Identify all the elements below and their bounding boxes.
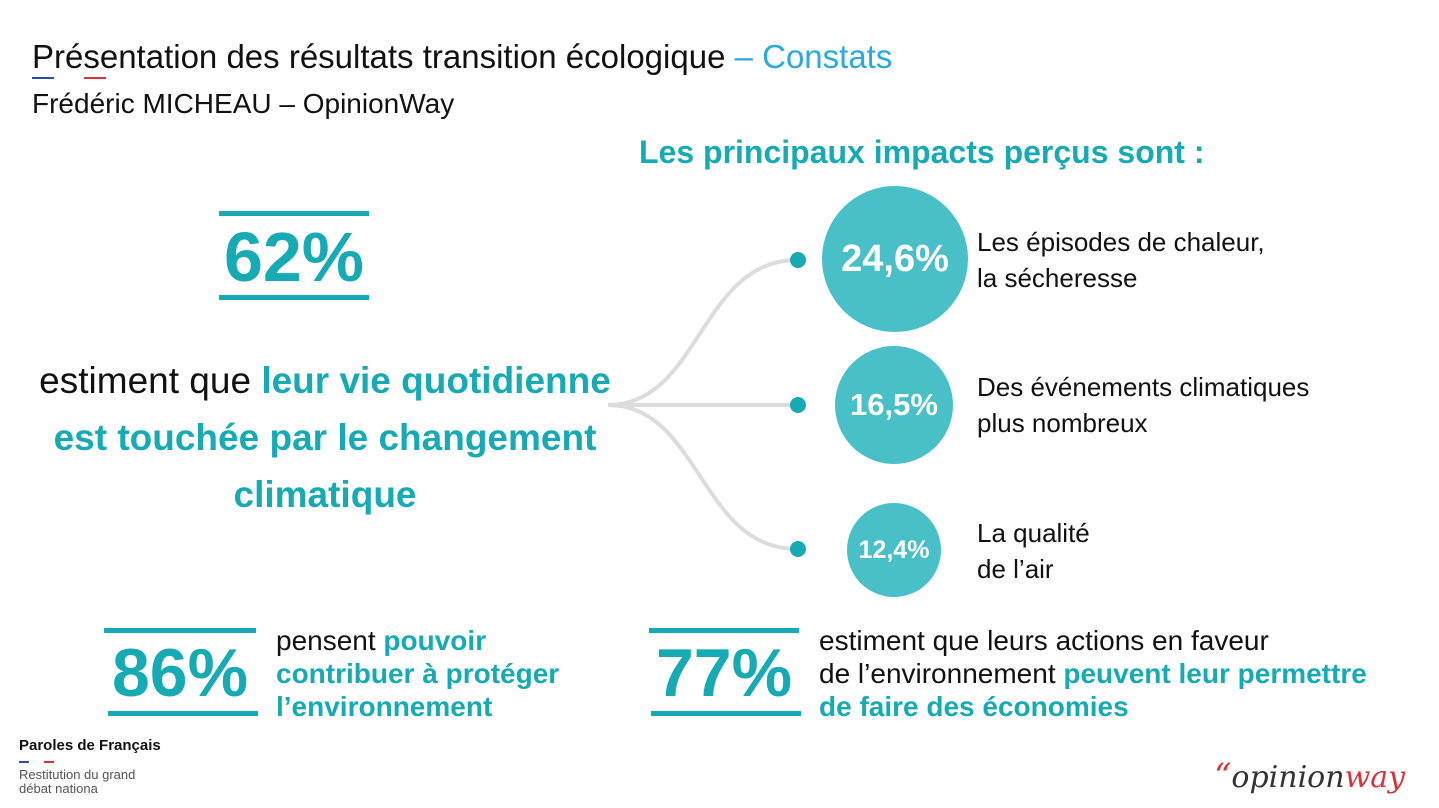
opinionway-logo: “opinionway — [1214, 756, 1405, 796]
stat-62-value: 62% — [223, 218, 365, 296]
stat-86-text-highlight-2: contribuer à protéger — [276, 658, 560, 689]
stat-77-bar-top — [649, 628, 799, 633]
footer-brand: Paroles de Français — [19, 737, 161, 754]
branch-dot-middle — [790, 397, 806, 413]
impact-label-air-line2: de l’air — [977, 554, 1054, 584]
impact-label-events-line1: Des événements climatiques — [977, 372, 1310, 402]
logo-way: way — [1344, 760, 1406, 795]
stat-86-bar-bottom — [108, 711, 258, 716]
impact-circle-heat: 24,6% — [822, 186, 968, 332]
stat-77-line2-plain: de l’environnement — [819, 658, 1064, 689]
impact-label-events-line2: plus nombreux — [977, 408, 1148, 438]
title-underline-blue — [32, 77, 54, 79]
title-underline-red — [84, 77, 106, 79]
stat-86-text-highlight-1: pouvoir — [383, 625, 487, 656]
impact-circle-air: 12,4% — [847, 503, 941, 597]
stat-86-text-plain: pensent — [276, 625, 384, 656]
page-title: Présentation des résultats transition éc… — [32, 38, 892, 76]
stat-77-line1: estiment que leurs actions en faveur — [819, 625, 1269, 656]
branch-dot-bottom — [790, 541, 806, 557]
impact-label-heat: Les épisodes de chaleur, la sécheresse — [977, 224, 1265, 296]
footer-flag-red — [44, 761, 54, 763]
stat-77-text: estiment que leurs actions en faveur de … — [819, 624, 1429, 723]
logo-opinion: opinion — [1231, 760, 1345, 795]
impact-label-heat-line1: Les épisodes de chaleur, — [977, 227, 1265, 257]
stat-86-value: 86% — [111, 635, 249, 711]
impact-label-air-line1: La qualité — [977, 518, 1090, 548]
stat-77-line3-highlight: de faire des économies — [819, 691, 1129, 722]
stat-77-line2-highlight: peuvent leur permettre — [1063, 658, 1367, 689]
stat-86-text-highlight-3: l’environnement — [276, 691, 493, 722]
impact-circle-events: 16,5% — [835, 346, 953, 464]
branch-line-bottom — [607, 403, 798, 551]
page-subtitle: Frédéric MICHEAU – OpinionWay — [32, 88, 455, 119]
impacts-heading: Les principaux impacts perçus sont : — [639, 134, 1205, 170]
stat-62-bar-bottom — [219, 295, 369, 300]
stat-62-bar-top — [219, 211, 369, 216]
branch-dot-top — [790, 252, 806, 268]
main-statement-highlight: leur vie quotidienne est touchée par le … — [53, 360, 611, 515]
main-statement-plain: estiment que — [39, 360, 262, 401]
stat-86-text: pensent pouvoir contribuer à protéger l’… — [276, 624, 616, 723]
stat-77-bar-bottom — [651, 711, 801, 716]
stat-77-value: 77% — [655, 635, 793, 711]
title-accent: – Constats — [725, 38, 893, 75]
title-main: Présentation des résultats transition éc… — [32, 38, 726, 75]
impact-label-events: Des événements climatiques plus nombreux — [977, 369, 1309, 441]
logo-quote-icon: “ — [1214, 756, 1232, 796]
footer-flag-blue — [19, 761, 29, 763]
branch-line-top — [607, 258, 798, 407]
stat-86-bar-top — [104, 628, 256, 633]
main-statement: estiment que leur vie quotidienne est to… — [20, 352, 630, 523]
footer-subtitle: Restitution du grand débat nationa — [19, 767, 136, 796]
impact-label-air: La qualité de l’air — [977, 515, 1090, 587]
impact-label-heat-line2: la sécheresse — [977, 263, 1138, 293]
